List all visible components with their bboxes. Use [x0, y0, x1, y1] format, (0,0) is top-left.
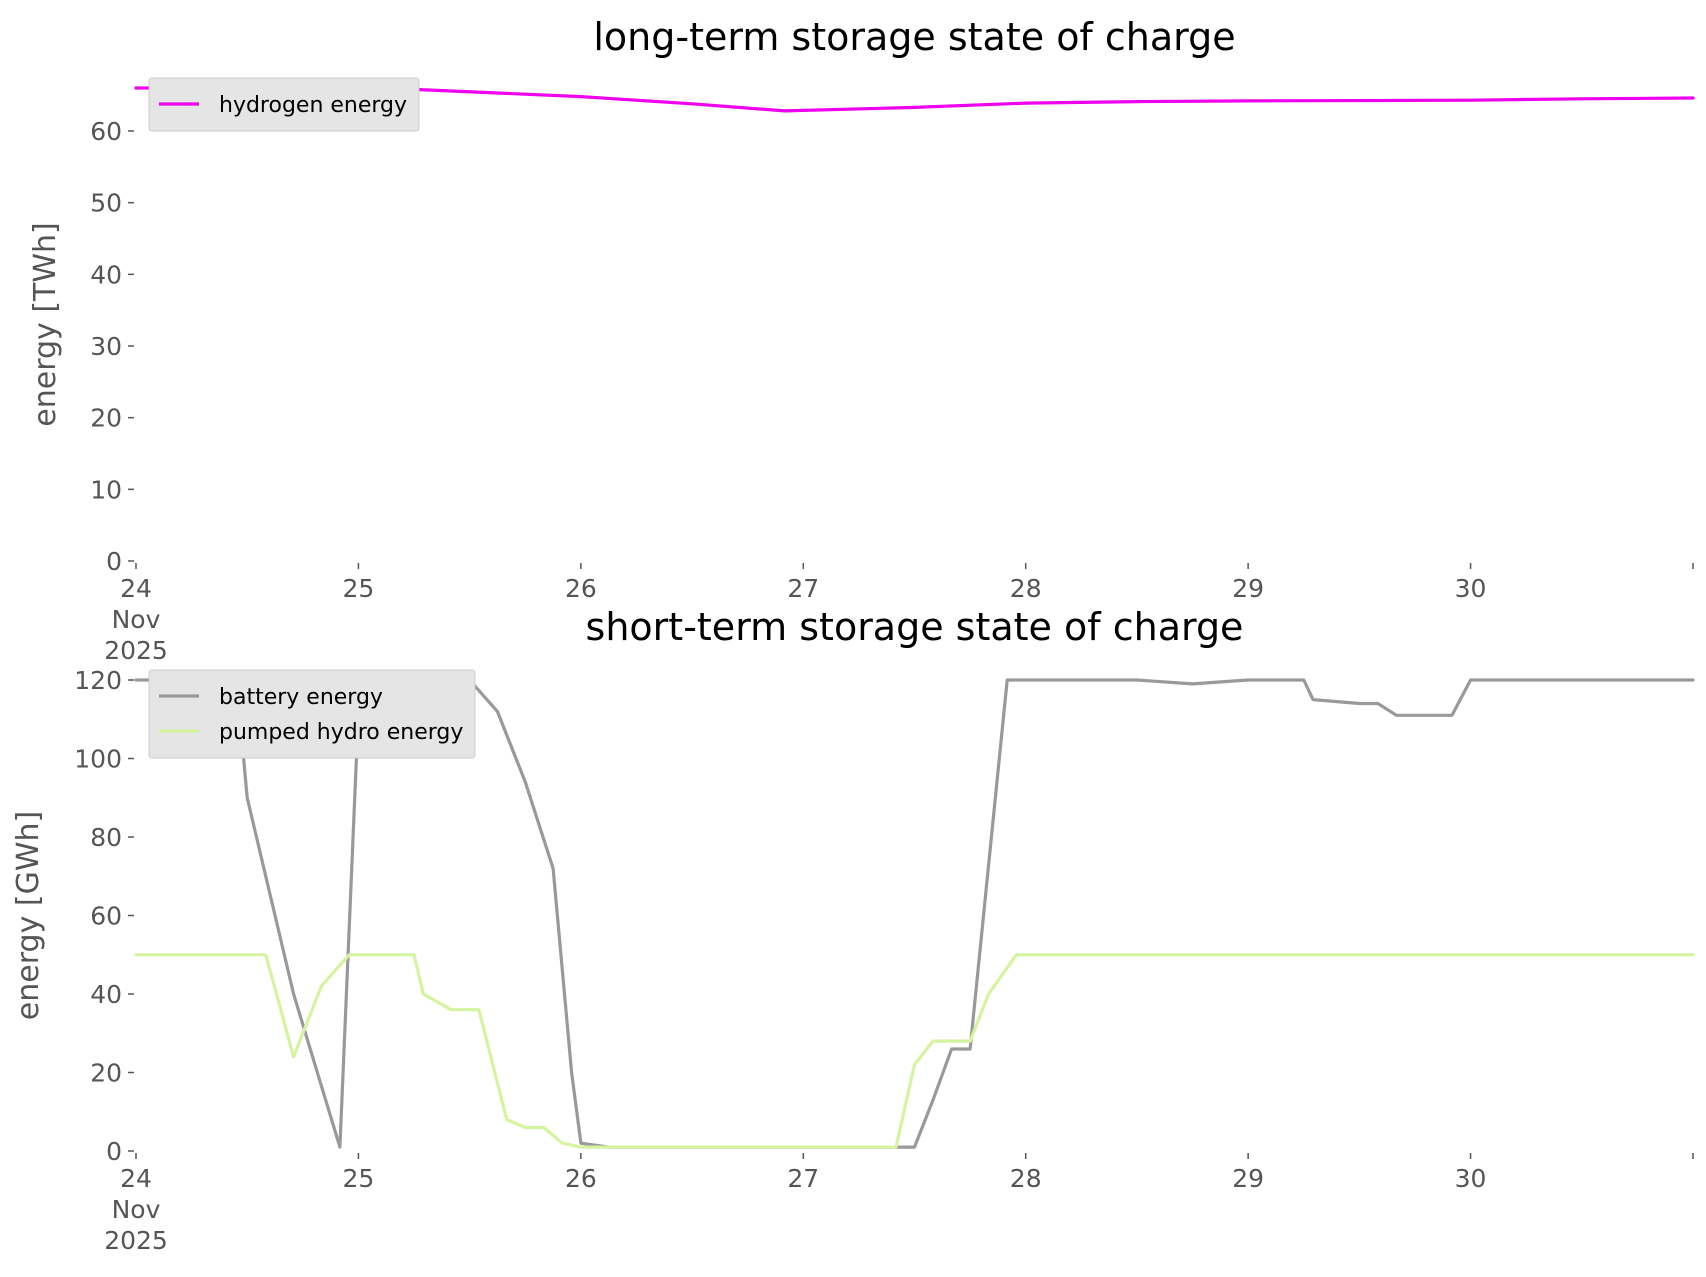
x-tick-label: 30 [1455, 574, 1487, 603]
x-tick-label: 29 [1232, 574, 1264, 603]
chart-title: long-term storage state of charge [593, 15, 1235, 59]
x-tick-label: 27 [787, 1164, 819, 1193]
x-tick-label: 25 [343, 1164, 375, 1193]
legend-label: pumped hydro energy [219, 720, 463, 745]
legend-box [148, 77, 420, 132]
x-tick-label: 24 Nov 2025 [104, 574, 168, 665]
y-tick-label: 60 [90, 117, 122, 146]
x-tick-label: 26 [565, 574, 597, 603]
x-tick-label: 25 [343, 574, 375, 603]
y-tick-label: 0 [106, 547, 122, 576]
y-tick-label: 100 [74, 745, 122, 774]
y-axis-label: energy [TWh] [28, 222, 63, 426]
legend-label: hydrogen energy [219, 93, 407, 118]
y-tick-label: 10 [90, 475, 122, 504]
legend-label: battery energy [219, 685, 383, 710]
y-axis-label: energy [GWh] [11, 811, 46, 1020]
x-tick-label: 29 [1232, 1164, 1264, 1193]
x-tick-label: 24 Nov 2025 [104, 1164, 168, 1255]
chart-panel-1: long-term storage state of charge energy … [28, 15, 1695, 665]
x-tick-label: 27 [787, 574, 819, 603]
x-tick-label: 30 [1455, 1164, 1487, 1193]
chart-title: short-term storage state of charge [586, 605, 1244, 649]
y-tick-label: 0 [106, 1137, 122, 1166]
legend-box [148, 669, 476, 759]
y-tick-label: 40 [90, 980, 122, 1009]
y-tick-label: 20 [90, 1059, 122, 1088]
y-tick-label: 120 [74, 666, 122, 695]
chart-panel-2: short-term storage state of charge energy… [11, 605, 1695, 1255]
x-tick-label: 28 [1010, 1164, 1042, 1193]
series-line-pumped-hydro-energy [134, 953, 1695, 1149]
y-tick-label: 30 [90, 332, 122, 361]
y-tick-label: 40 [90, 260, 122, 289]
x-tick-label: 26 [565, 1164, 597, 1193]
y-tick-label: 50 [90, 189, 122, 218]
y-tick-label: 80 [90, 823, 122, 852]
y-tick-label: 60 [90, 902, 122, 931]
x-tick-label: 28 [1010, 574, 1042, 603]
y-tick-label: 20 [90, 404, 122, 433]
